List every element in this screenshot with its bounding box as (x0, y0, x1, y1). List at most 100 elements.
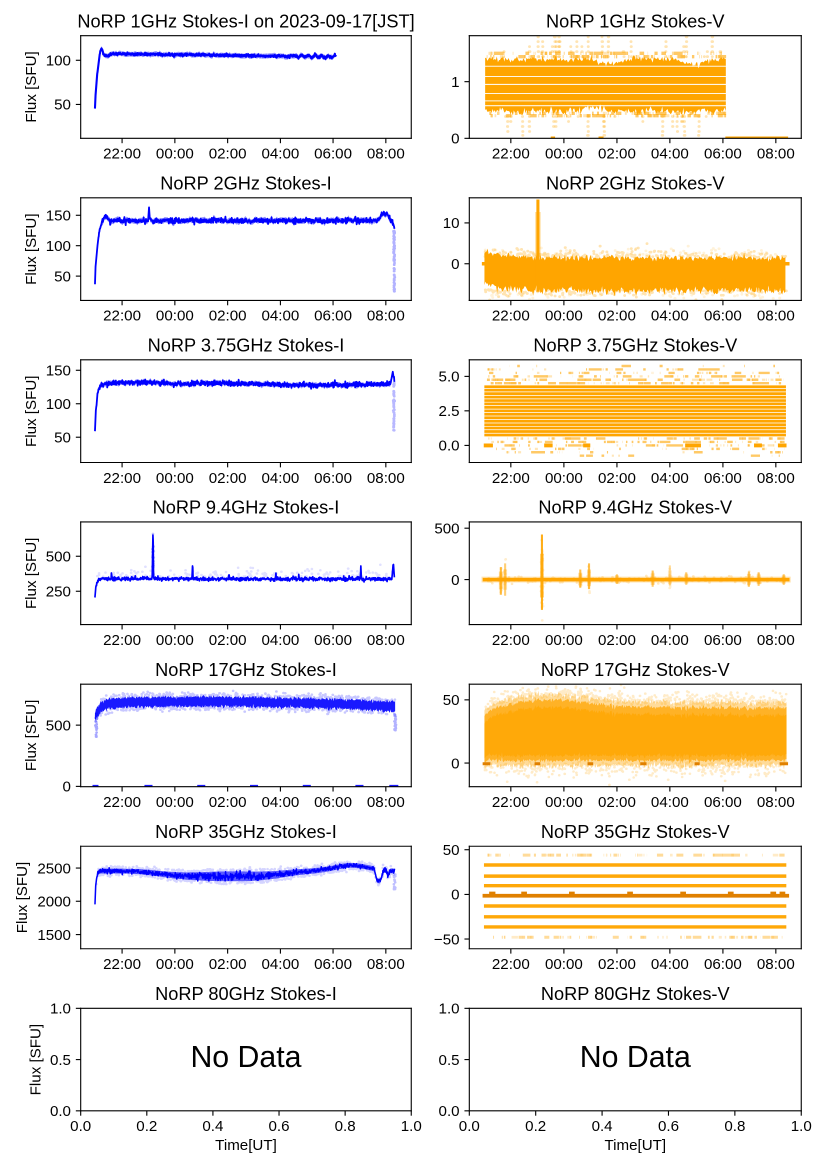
svg-text:00:00: 00:00 (156, 794, 194, 811)
svg-text:Time[UT]: Time[UT] (604, 1137, 666, 1154)
svg-text:−50: −50 (434, 931, 460, 948)
svg-text:Flux [SFU]: Flux [SFU] (23, 51, 40, 122)
svg-text:22:00: 22:00 (492, 956, 530, 973)
svg-text:02:00: 02:00 (598, 470, 636, 487)
svg-text:00:00: 00:00 (545, 146, 583, 163)
svg-text:04:00: 04:00 (651, 794, 689, 811)
svg-text:04:00: 04:00 (261, 956, 299, 973)
svg-text:Flux [SFU]: Flux [SFU] (23, 538, 40, 609)
svg-text:Flux [SFU]: Flux [SFU] (14, 862, 31, 933)
svg-text:250: 250 (46, 584, 71, 601)
svg-text:1: 1 (451, 74, 459, 91)
svg-text:08:00: 08:00 (757, 146, 795, 163)
svg-text:22:00: 22:00 (103, 308, 141, 325)
svg-text:02:00: 02:00 (598, 632, 636, 649)
svg-text:Flux [SFU]: Flux [SFU] (23, 700, 40, 771)
svg-text:1.0: 1.0 (791, 1118, 812, 1135)
svg-text:NoRP 1GHz Stokes-V: NoRP 1GHz Stokes-V (546, 11, 725, 31)
svg-text:00:00: 00:00 (156, 146, 194, 163)
svg-text:04:00: 04:00 (651, 632, 689, 649)
svg-text:04:00: 04:00 (651, 308, 689, 325)
svg-text:2.5: 2.5 (439, 403, 460, 420)
svg-text:0.2: 0.2 (525, 1118, 546, 1135)
svg-text:04:00: 04:00 (651, 956, 689, 973)
svg-text:No Data: No Data (190, 1041, 301, 1074)
svg-text:02:00: 02:00 (598, 308, 636, 325)
svg-text:50: 50 (54, 430, 71, 447)
svg-text:08:00: 08:00 (367, 470, 405, 487)
svg-text:00:00: 00:00 (545, 308, 583, 325)
svg-text:06:00: 06:00 (704, 632, 742, 649)
svg-text:00:00: 00:00 (545, 956, 583, 973)
svg-text:22:00: 22:00 (103, 470, 141, 487)
svg-text:NoRP 80GHz Stokes-V: NoRP 80GHz Stokes-V (541, 984, 731, 1004)
svg-text:No Data: No Data (580, 1041, 691, 1074)
svg-text:50: 50 (54, 268, 71, 285)
svg-text:08:00: 08:00 (757, 308, 795, 325)
svg-text:1.0: 1.0 (50, 1001, 71, 1018)
svg-text:0: 0 (451, 755, 459, 772)
svg-text:150: 150 (46, 208, 71, 225)
svg-text:08:00: 08:00 (757, 632, 795, 649)
svg-text:00:00: 00:00 (545, 794, 583, 811)
svg-text:22:00: 22:00 (492, 794, 530, 811)
svg-text:08:00: 08:00 (367, 308, 405, 325)
svg-text:02:00: 02:00 (598, 794, 636, 811)
svg-text:NoRP 3.75GHz Stokes-V: NoRP 3.75GHz Stokes-V (533, 336, 738, 356)
svg-text:02:00: 02:00 (209, 470, 247, 487)
svg-text:02:00: 02:00 (209, 146, 247, 163)
svg-text:04:00: 04:00 (651, 146, 689, 163)
svg-text:0.8: 0.8 (335, 1118, 356, 1135)
svg-text:02:00: 02:00 (209, 308, 247, 325)
svg-text:06:00: 06:00 (704, 956, 742, 973)
svg-text:06:00: 06:00 (704, 470, 742, 487)
svg-text:500: 500 (46, 549, 71, 566)
svg-text:100: 100 (46, 396, 71, 413)
svg-text:0.6: 0.6 (658, 1118, 679, 1135)
svg-text:50: 50 (443, 842, 460, 859)
svg-text:0.0: 0.0 (439, 438, 460, 455)
svg-text:06:00: 06:00 (314, 308, 352, 325)
svg-text:NoRP 1GHz Stokes-I on 2023-09-: NoRP 1GHz Stokes-I on 2023-09-17[JST] (77, 11, 414, 31)
svg-text:NoRP 80GHz Stokes-I: NoRP 80GHz Stokes-I (155, 984, 337, 1004)
svg-text:06:00: 06:00 (314, 146, 352, 163)
svg-text:0.2: 0.2 (136, 1118, 157, 1135)
svg-text:NoRP 2GHz Stokes-I: NoRP 2GHz Stokes-I (160, 173, 332, 193)
svg-text:100: 100 (46, 238, 71, 255)
svg-text:NoRP 9.4GHz Stokes-V: NoRP 9.4GHz Stokes-V (538, 498, 733, 518)
svg-text:00:00: 00:00 (156, 470, 194, 487)
svg-text:0.0: 0.0 (439, 1103, 460, 1120)
svg-text:04:00: 04:00 (261, 470, 299, 487)
svg-text:08:00: 08:00 (367, 632, 405, 649)
svg-text:22:00: 22:00 (103, 632, 141, 649)
svg-text:00:00: 00:00 (156, 956, 194, 973)
svg-text:08:00: 08:00 (367, 794, 405, 811)
svg-text:04:00: 04:00 (261, 308, 299, 325)
svg-text:0: 0 (451, 887, 459, 904)
svg-text:50: 50 (443, 692, 460, 709)
svg-text:0.5: 0.5 (50, 1052, 71, 1069)
svg-text:06:00: 06:00 (314, 794, 352, 811)
svg-text:0.0: 0.0 (459, 1118, 480, 1135)
svg-text:0: 0 (451, 256, 459, 273)
svg-text:500: 500 (46, 717, 71, 734)
svg-text:22:00: 22:00 (103, 146, 141, 163)
svg-text:NoRP 35GHz Stokes-V: NoRP 35GHz Stokes-V (541, 822, 731, 842)
svg-text:Flux [SFU]: Flux [SFU] (23, 213, 40, 284)
svg-text:08:00: 08:00 (757, 470, 795, 487)
svg-text:NoRP 9.4GHz Stokes-I: NoRP 9.4GHz Stokes-I (153, 498, 340, 518)
svg-text:06:00: 06:00 (314, 470, 352, 487)
svg-text:100: 100 (46, 53, 71, 70)
svg-text:04:00: 04:00 (651, 470, 689, 487)
svg-text:00:00: 00:00 (156, 308, 194, 325)
svg-text:02:00: 02:00 (209, 794, 247, 811)
svg-text:02:00: 02:00 (598, 146, 636, 163)
svg-text:08:00: 08:00 (757, 794, 795, 811)
svg-text:00:00: 00:00 (545, 470, 583, 487)
svg-text:06:00: 06:00 (314, 956, 352, 973)
svg-text:06:00: 06:00 (704, 146, 742, 163)
svg-text:500: 500 (434, 520, 459, 537)
svg-text:22:00: 22:00 (492, 146, 530, 163)
svg-text:22:00: 22:00 (103, 794, 141, 811)
svg-text:06:00: 06:00 (314, 632, 352, 649)
